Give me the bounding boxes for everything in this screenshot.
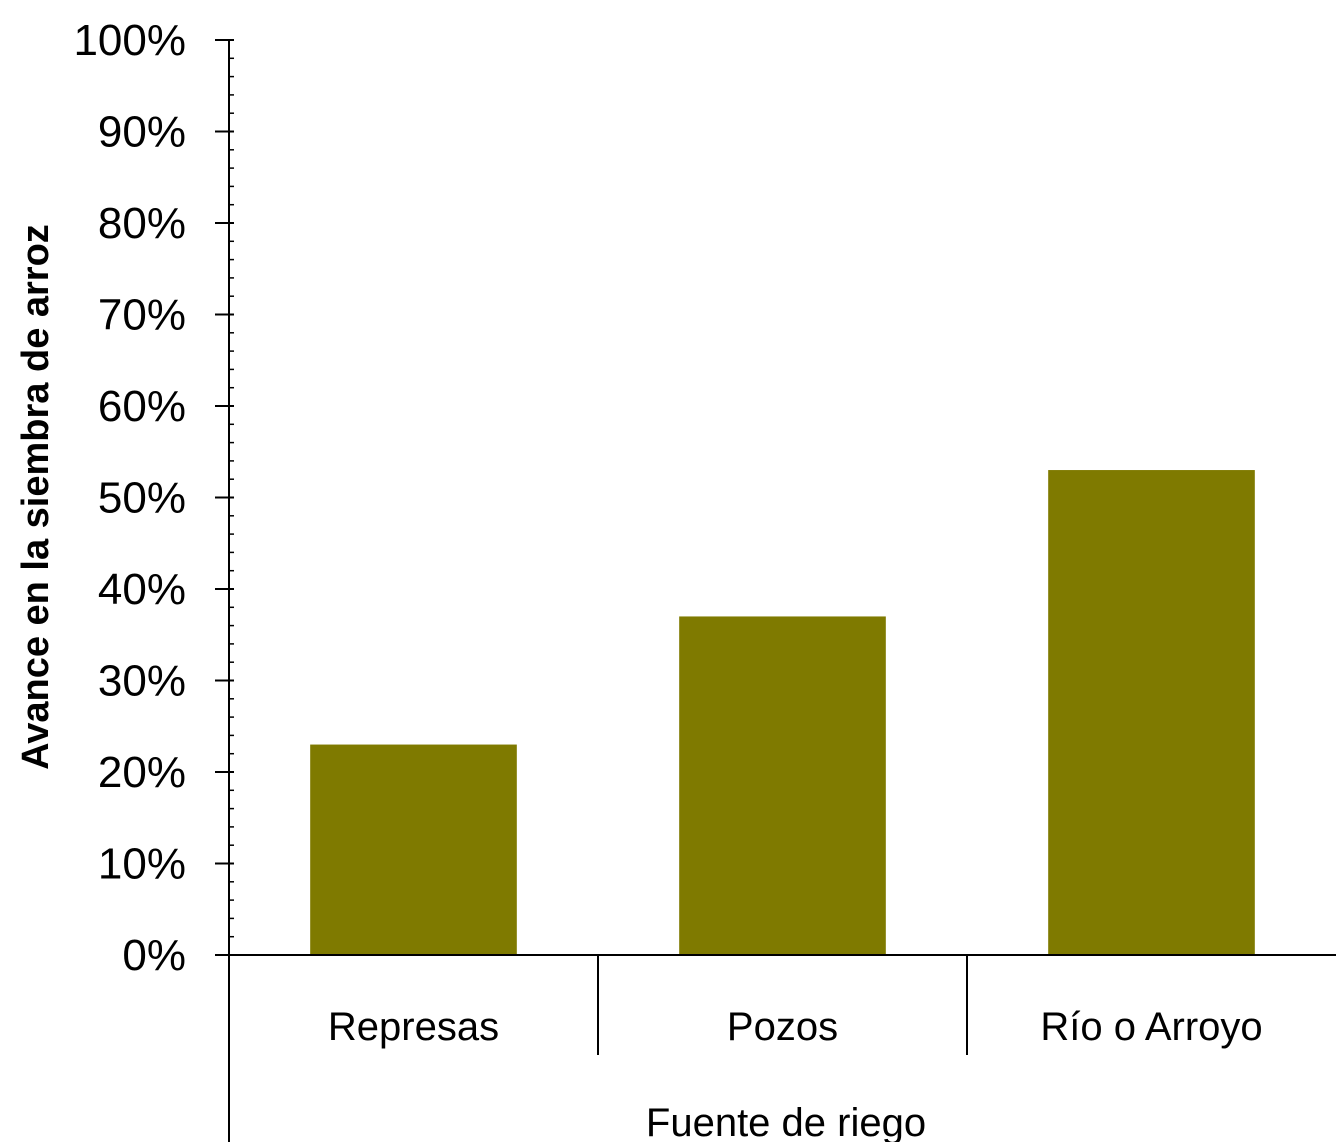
y-tick-label: 90% [98,108,186,157]
bars-group [310,470,1255,955]
x-tick-label: Pozos [727,1005,838,1049]
y-tick-label: 40% [98,565,186,614]
y-tick-label: 20% [98,748,186,797]
y-tick-label: 50% [98,474,186,523]
x-axis-title: Fuente de riego [646,1101,926,1142]
y-axis: 0% 10% 20% 30% 40% 50% 60% 70% 80% 90% 100% [73,16,234,1142]
y-tick-label: 10% [98,840,186,889]
y-tick-label: 100% [73,16,186,65]
bar [1048,470,1255,955]
y-tick-label: 60% [98,382,186,431]
x-axis: Represas Pozos Río o Arroyo [215,954,1336,1055]
bar [310,744,517,955]
y-tick-label: 0% [122,931,186,980]
y-axis-title: Avance en la siembra de arroz [15,224,57,770]
y-tick-label: 70% [98,291,186,340]
x-tick-label: Represas [328,1005,499,1049]
y-tick-label: 30% [98,657,186,706]
x-tick-label: Río o Arroyo [1040,1005,1262,1049]
y-tick-label: 80% [98,199,186,248]
bar [679,616,886,955]
